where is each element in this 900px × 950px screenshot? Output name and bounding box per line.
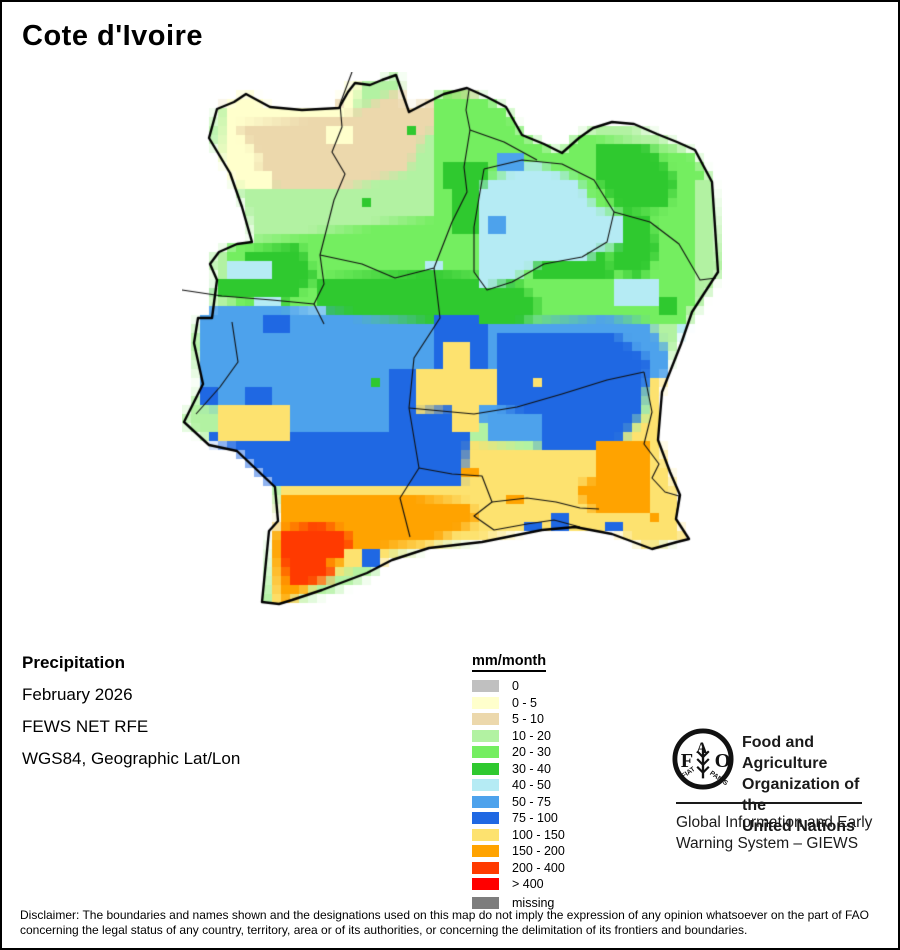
legend-label: 75 - 100 (512, 811, 558, 826)
legend-label: 200 - 400 (512, 860, 565, 875)
legend-row: 40 - 50 (472, 777, 565, 794)
legend-label: 10 - 20 (512, 728, 551, 743)
info-period: February 2026 (22, 685, 133, 704)
legend-row: 10 - 20 (472, 728, 565, 745)
legend-row: 150 - 200 (472, 843, 565, 860)
info-source: FEWS NET RFE (22, 717, 149, 736)
legend-swatch (472, 762, 499, 775)
legend-swatch (472, 713, 499, 726)
legend-swatch (472, 729, 499, 742)
info-projection: WGS84, Geographic Lat/Lon (22, 749, 241, 768)
legend-swatch (472, 795, 499, 808)
legend-row: 0 - 5 (472, 695, 565, 712)
legend-label: 150 - 200 (512, 844, 565, 859)
page-title: Cote d'Ivoire (22, 20, 203, 52)
legend-label: 20 - 30 (512, 745, 551, 760)
legend-swatch (472, 878, 499, 891)
legend-swatch (472, 746, 499, 759)
svg-text:F: F (681, 750, 693, 772)
precipitation-raster-map (182, 72, 722, 612)
legend-swatch (472, 812, 499, 825)
legend-label: 40 - 50 (512, 778, 551, 793)
legend-title: mm/month (472, 653, 547, 672)
legend-swatch (472, 828, 499, 841)
legend-row: 5 - 10 (472, 711, 565, 728)
legend-swatch (472, 779, 499, 792)
giews-line: Warning System – GIEWS (676, 835, 859, 852)
legend-row: 20 - 30 (472, 744, 565, 761)
legend-row: 75 - 100 (472, 810, 565, 827)
legend-row: 0 (472, 678, 565, 695)
legend-label: 0 (512, 679, 519, 694)
legend-label: > 400 (512, 877, 544, 892)
legend-swatch (472, 680, 499, 693)
fao-name-line: United Nations (742, 818, 855, 835)
legend-swatch-missing (472, 897, 499, 910)
map-info-block: Precipitation February 2026 FEWS NET RFE… (22, 654, 240, 782)
giews-line: Global Information and Early (676, 814, 873, 831)
disclaimer-line-2: concerning the legal status of any count… (20, 923, 748, 937)
legend-label: 0 - 5 (512, 695, 538, 710)
svg-text:O: O (715, 750, 731, 772)
legend-row: 30 - 40 (472, 761, 565, 778)
fao-name: Food and Agriculture Organization of the… (742, 732, 880, 837)
disclaimer: Disclaimer: The boundaries and names sho… (20, 908, 892, 938)
giews-label: Global Information and Early Warning Sys… (676, 812, 872, 854)
legend-missing-row: missing (472, 895, 554, 912)
legend-swatch (472, 861, 499, 874)
legend-swatch (472, 696, 499, 709)
disclaimer-line-1: Disclaimer: The boundaries and names sho… (20, 908, 869, 922)
legend-label: 100 - 150 (512, 827, 565, 842)
legend-label-missing: missing (512, 896, 555, 911)
legend-row: 100 - 150 (472, 827, 565, 844)
info-product: Precipitation (22, 653, 125, 672)
fao-divider (676, 802, 862, 804)
fao-name-line: Organization of the (742, 776, 860, 814)
legend-label: 5 - 10 (512, 712, 544, 727)
legend-label: 50 - 75 (512, 794, 551, 809)
legend-swatch (472, 845, 499, 858)
fao-logo-icon: F O A FIAT PANIS (672, 728, 734, 790)
legend-label: 30 - 40 (512, 761, 551, 776)
fao-name-line: Food and Agriculture (742, 734, 828, 772)
legend-row: > 400 (472, 876, 565, 893)
legend-row: 50 - 75 (472, 794, 565, 811)
legend-row: 200 - 400 (472, 860, 565, 877)
